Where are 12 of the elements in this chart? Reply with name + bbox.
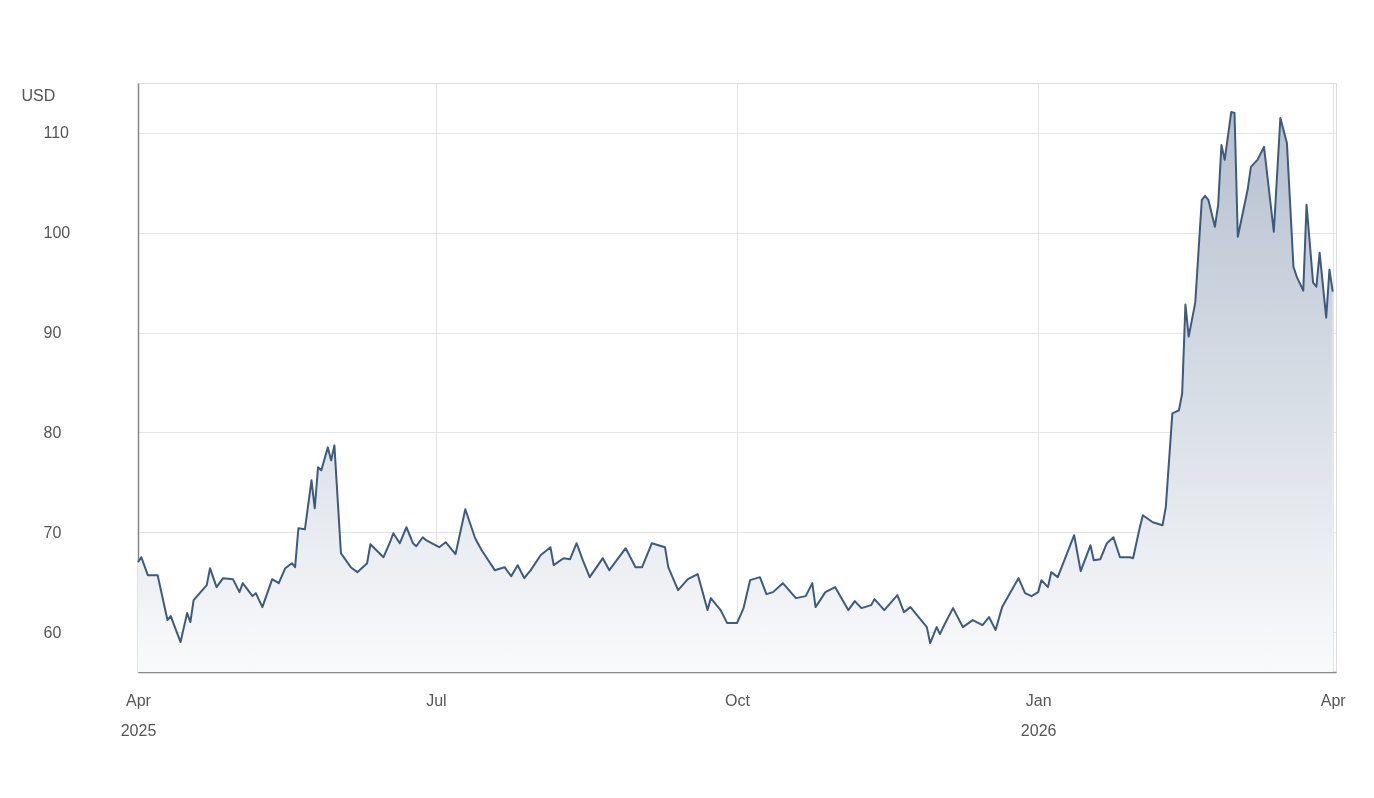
y-axis-title: USD <box>21 86 56 104</box>
x-tick-label: Apr <box>1320 691 1347 709</box>
x-tick-label: Jan 2026 <box>1020 691 1057 739</box>
y-tick-label: 70 <box>43 523 62 541</box>
y-tick-label: 110 <box>43 124 70 142</box>
y-tick-label: 60 <box>43 623 62 641</box>
y-tick-label: 100 <box>43 224 71 242</box>
y-tick-label: 80 <box>43 423 62 441</box>
x-tick-label: Oct <box>725 691 751 709</box>
x-tick-label: Jul <box>426 691 447 709</box>
y-tick-label: 90 <box>43 324 62 342</box>
x-tick-label: Apr 2025 <box>120 691 157 739</box>
